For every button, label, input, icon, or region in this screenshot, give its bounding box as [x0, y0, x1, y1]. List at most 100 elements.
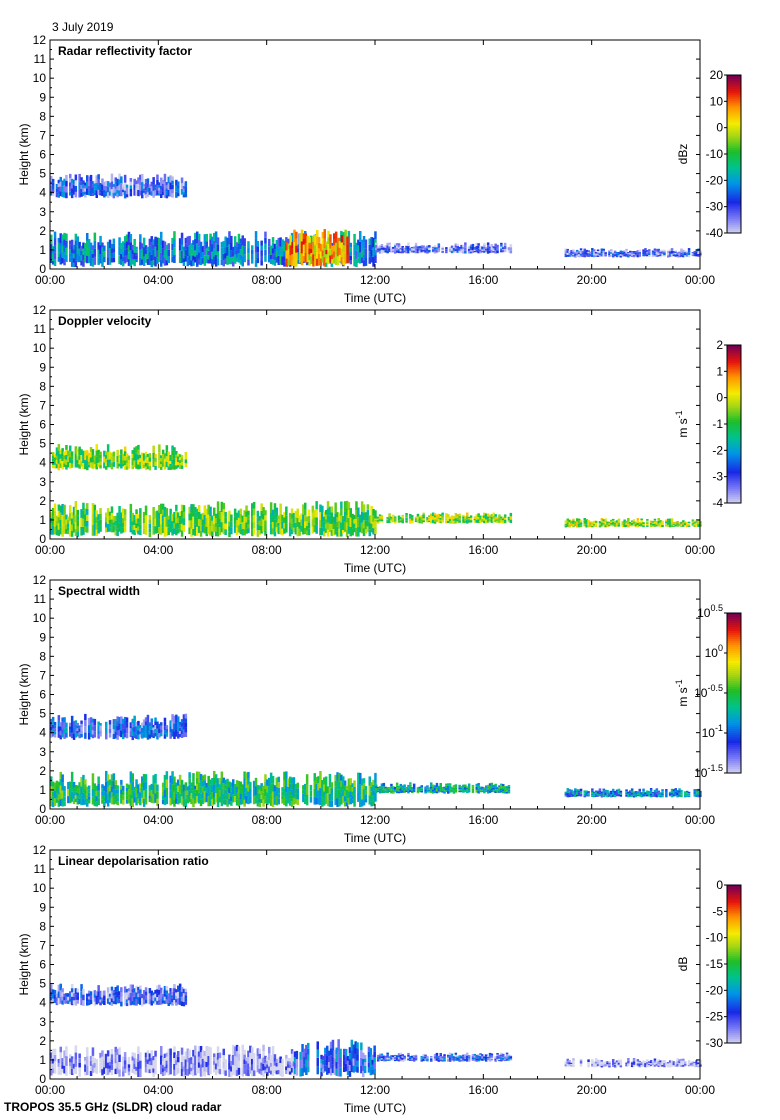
data-cell: [437, 785, 441, 788]
data-cell: [230, 796, 233, 802]
data-cell: [349, 778, 352, 785]
data-cell: [364, 257, 368, 266]
data-cell: [50, 529, 53, 535]
data-cell: [294, 516, 298, 523]
data-cell: [431, 790, 435, 792]
data-cell: [108, 724, 112, 729]
data-cell: [158, 254, 161, 262]
data-cell: [70, 791, 74, 802]
data-cell: [205, 508, 208, 518]
data-cell: [657, 790, 660, 793]
data-cell: [199, 793, 203, 800]
data-cell: [133, 525, 136, 530]
data-cell: [464, 784, 467, 788]
data-cell: [568, 252, 571, 255]
data-cell: [598, 521, 602, 524]
data-cell: [340, 792, 343, 799]
data-cell: [467, 246, 471, 249]
data-cell: [110, 994, 114, 999]
data-cell: [105, 512, 108, 518]
data-cell: [372, 247, 375, 258]
data-cell: [63, 252, 66, 259]
data-cell: [485, 517, 488, 520]
data-cell: [368, 795, 371, 805]
data-cell: [82, 456, 85, 463]
x-tick-label: 04:00: [143, 273, 173, 287]
data-cell: [682, 520, 685, 523]
data-cell: [285, 771, 288, 779]
data-cell: [364, 248, 368, 258]
data-cell: [142, 999, 146, 1005]
data-cell: [691, 522, 695, 524]
data-cell: [659, 250, 662, 252]
data-cell: [411, 249, 414, 251]
data-cell: [184, 732, 188, 737]
colorbar-cell: [727, 366, 741, 370]
data-cell: [653, 523, 657, 526]
data-cell: [293, 254, 296, 267]
data-cell: [69, 173, 72, 179]
data-cell: [568, 795, 571, 798]
data-cell: [125, 799, 129, 804]
data-cell: [445, 247, 448, 250]
data-cell: [366, 504, 370, 510]
data-cell: [494, 250, 497, 254]
data-cell: [426, 518, 429, 520]
data-cell: [230, 791, 233, 797]
colorbar-cell: [727, 213, 741, 216]
data-cell: [232, 794, 235, 803]
data-cell: [230, 257, 233, 265]
colorbar-cell: [727, 729, 741, 732]
colorbar-cell: [727, 157, 741, 161]
data-cell: [97, 783, 100, 791]
data-cell: [80, 449, 83, 455]
data-cell: [101, 997, 104, 1001]
data-cell: [137, 997, 140, 1001]
data-cell: [680, 248, 683, 251]
data-cell: [103, 801, 106, 807]
data-cell: [78, 455, 81, 460]
data-cell: [125, 722, 129, 728]
colorbar-cell: [727, 400, 741, 403]
data-cell: [74, 233, 78, 241]
data-cell: [118, 237, 121, 247]
data-cell: [467, 521, 471, 523]
data-cell: [591, 791, 594, 794]
data-cell: [376, 248, 380, 251]
data-cell: [207, 504, 210, 515]
data-cell: [207, 259, 210, 264]
data-cell: [305, 259, 309, 266]
data-cell: [224, 799, 227, 805]
data-cell: [51, 458, 55, 462]
data-cell: [452, 248, 456, 250]
data-cell: [414, 520, 418, 523]
y-tick-label: 8: [39, 649, 46, 663]
data-cell: [76, 731, 79, 734]
data-cell: [213, 248, 216, 257]
data-cell: [450, 790, 454, 792]
data-cell: [600, 522, 604, 525]
data-cell: [269, 772, 273, 784]
data-cell: [190, 798, 193, 805]
data-cell: [158, 193, 161, 196]
data-cell: [50, 175, 53, 181]
data-cell: [338, 789, 341, 799]
data-cell: [583, 795, 586, 798]
data-cell: [70, 732, 74, 739]
data-cell: [290, 789, 294, 796]
data-cell: [120, 996, 123, 1002]
data-cell: [319, 796, 322, 806]
data-cell: [106, 787, 110, 794]
data-cell: [214, 513, 218, 519]
data-cell: [69, 191, 72, 196]
data-cell: [57, 732, 61, 738]
data-cell: [51, 452, 55, 456]
data-cell: [87, 458, 91, 462]
data-cell: [473, 521, 477, 523]
data-cell: [163, 782, 167, 790]
data-cell: [360, 512, 364, 523]
data-cell: [687, 524, 691, 526]
data-cell: [422, 512, 425, 515]
data-cell: [492, 784, 495, 787]
data-cell: [629, 254, 632, 257]
